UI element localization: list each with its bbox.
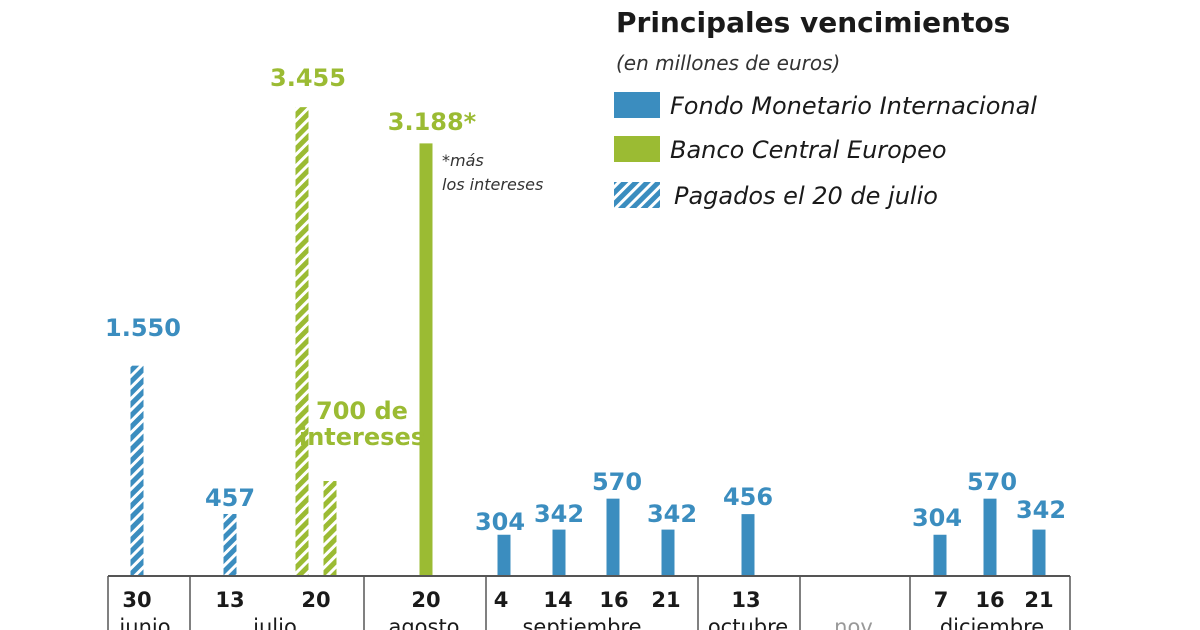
bar-16-septiembre-7 xyxy=(606,498,620,576)
day-tick-0: 30 xyxy=(122,588,151,612)
bar-20-julio-3 xyxy=(323,481,337,576)
value-label-12: 342 xyxy=(1016,496,1066,524)
footnote-line-1: *más xyxy=(442,151,484,170)
day-tick-10: 16 xyxy=(975,588,1004,612)
month-label-2: agosto xyxy=(388,615,459,630)
value-labels-layer: 1.550 457 3.455 700 de intereses 3.188* 304 342… xyxy=(105,64,1066,536)
day-tick-8: 13 xyxy=(731,588,760,612)
value-label-3: 700 de intereses xyxy=(299,397,425,451)
bar-14-septiembre-6 xyxy=(552,529,566,576)
bar-16-diciembre-11 xyxy=(983,498,997,576)
value-label-9: 456 xyxy=(723,483,773,511)
legend-swatch-paid xyxy=(614,182,660,208)
legend-swatch-ecb xyxy=(614,136,660,162)
month-label-0: junio xyxy=(118,615,170,630)
bars-layer xyxy=(130,107,1046,577)
value-label-2: 3.455 xyxy=(270,64,346,92)
bar-30-junio-0 xyxy=(130,365,144,576)
value-label-8: 342 xyxy=(647,500,697,528)
day-tick-11: 21 xyxy=(1024,588,1053,612)
legend-label-ecb: Banco Central Europeo xyxy=(670,136,947,164)
bar-7-diciembre-10 xyxy=(933,534,947,576)
value-label-4: 3.188* xyxy=(388,108,477,136)
legend: Principales vencimientos (en millones de… xyxy=(614,6,1037,210)
value-label-1: 457 xyxy=(205,484,255,512)
day-tick-2: 20 xyxy=(301,588,330,612)
bar-20-julio-2 xyxy=(295,107,309,577)
day-tick-9: 7 xyxy=(934,588,949,612)
day-tick-6: 16 xyxy=(599,588,628,612)
month-label-1: julio xyxy=(252,615,297,630)
bar-13-julio-1 xyxy=(223,513,237,576)
bar-4-septiembre-5 xyxy=(497,534,511,576)
value-label-10: 304 xyxy=(912,504,962,532)
day-tick-5: 14 xyxy=(543,588,572,612)
month-label-6: diciembre xyxy=(940,615,1044,630)
value-label-6: 342 xyxy=(534,500,584,528)
bar-21-diciembre-12 xyxy=(1032,529,1046,576)
bar-20-agosto-4 xyxy=(419,143,433,576)
value-label-11: 570 xyxy=(967,468,1017,496)
bar-13-octubre-9 xyxy=(741,514,755,576)
legend-swatch-imf xyxy=(614,92,660,118)
day-tick-7: 21 xyxy=(651,588,680,612)
legend-label-paid: Pagados el 20 de julio xyxy=(674,182,938,210)
day-tick-3: 20 xyxy=(411,588,440,612)
value-label-7: 570 xyxy=(592,468,642,496)
legend-label-imf: Fondo Monetario Internacional xyxy=(670,92,1037,120)
month-label-5: nov. xyxy=(834,615,878,630)
day-tick-4: 4 xyxy=(494,588,509,612)
value-label-0: 1.550 xyxy=(105,314,181,342)
month-label-4: octubre xyxy=(708,615,788,630)
month-label-3: septiembre xyxy=(522,615,641,630)
x-axis: 30 13 20 20 4 14 16 21 13 7 16 21 junio julio agosto se… xyxy=(107,575,1071,630)
footnote-line-2: los intereses xyxy=(442,175,543,194)
legend-subtitle: (en millones de euros) xyxy=(616,51,840,75)
day-tick-1: 13 xyxy=(215,588,244,612)
footnote: *más los intereses xyxy=(442,151,543,194)
value-label-5: 304 xyxy=(475,508,525,536)
legend-title: Principales vencimientos xyxy=(616,6,1010,39)
bar-21-septiembre-8 xyxy=(661,529,675,576)
